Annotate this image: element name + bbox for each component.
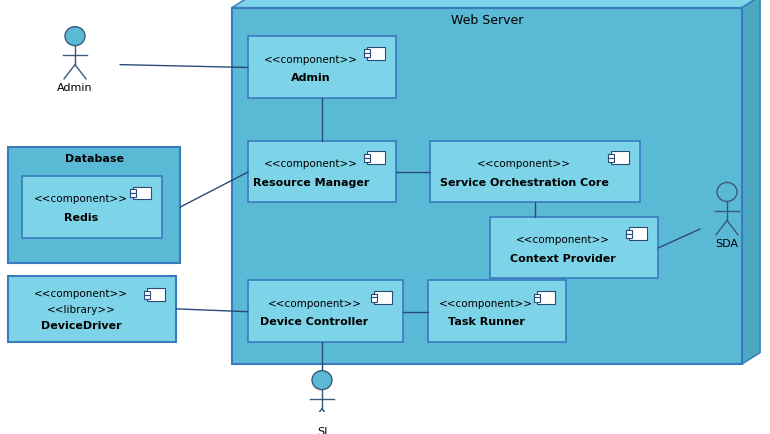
Bar	[608, 154, 614, 158]
Bar	[611, 151, 629, 164]
Text: <<component>>: <<component>>	[264, 159, 358, 169]
Text: <<component>>: <<component>>	[439, 299, 533, 309]
Bar	[248, 141, 396, 202]
Bar	[232, 8, 742, 364]
Circle shape	[312, 371, 332, 390]
Text: Web Server: Web Server	[450, 14, 523, 27]
Text: Admin: Admin	[57, 83, 93, 93]
Bar	[8, 276, 176, 342]
Bar	[626, 234, 632, 238]
Bar	[534, 297, 540, 302]
Text: <<component>>: <<component>>	[264, 55, 358, 65]
Bar	[248, 280, 403, 342]
Bar	[133, 187, 151, 199]
Bar	[144, 295, 150, 299]
Text: Admin: Admin	[291, 73, 331, 83]
Polygon shape	[232, 0, 760, 8]
Text: DeviceDriver: DeviceDriver	[41, 321, 122, 331]
Bar	[130, 189, 136, 194]
Text: <<library>>: <<library>>	[46, 305, 116, 315]
Text: Redis: Redis	[64, 213, 98, 223]
Bar	[371, 297, 377, 302]
Text: <<component>>: <<component>>	[34, 289, 128, 299]
Text: SDA: SDA	[715, 239, 738, 249]
Bar	[374, 291, 392, 304]
Bar	[147, 288, 165, 301]
Bar	[608, 158, 614, 162]
Bar	[626, 230, 632, 234]
Bar	[364, 154, 370, 158]
Bar	[430, 141, 640, 202]
Text: <<component>>: <<component>>	[477, 159, 571, 169]
Text: <<component>>: <<component>>	[34, 194, 128, 204]
Bar	[364, 53, 370, 57]
Text: Resource Manager: Resource Manager	[253, 178, 369, 187]
Bar	[428, 280, 566, 342]
Bar	[367, 47, 385, 59]
Bar	[144, 291, 150, 295]
Circle shape	[717, 182, 737, 201]
Text: Database: Database	[65, 154, 123, 164]
Text: Context Provider: Context Provider	[510, 254, 616, 264]
Bar	[22, 176, 162, 237]
Text: <<component>>: <<component>>	[267, 299, 361, 309]
Circle shape	[65, 26, 85, 46]
Bar	[8, 147, 180, 263]
Bar	[364, 49, 370, 54]
Bar	[364, 158, 370, 162]
Text: Device Controller: Device Controller	[260, 317, 369, 327]
Text: SI: SI	[316, 427, 327, 434]
Bar	[629, 227, 647, 240]
Bar	[490, 217, 658, 279]
Text: Service Orchestration Core: Service Orchestration Core	[440, 178, 608, 187]
Polygon shape	[742, 0, 760, 364]
Bar	[130, 193, 136, 197]
Bar	[537, 291, 555, 304]
Text: Task Runner: Task Runner	[447, 317, 524, 327]
Bar	[367, 151, 385, 164]
Bar	[371, 294, 377, 298]
Text: <<component>>: <<component>>	[516, 235, 610, 245]
Bar	[534, 294, 540, 298]
Bar	[248, 36, 396, 98]
